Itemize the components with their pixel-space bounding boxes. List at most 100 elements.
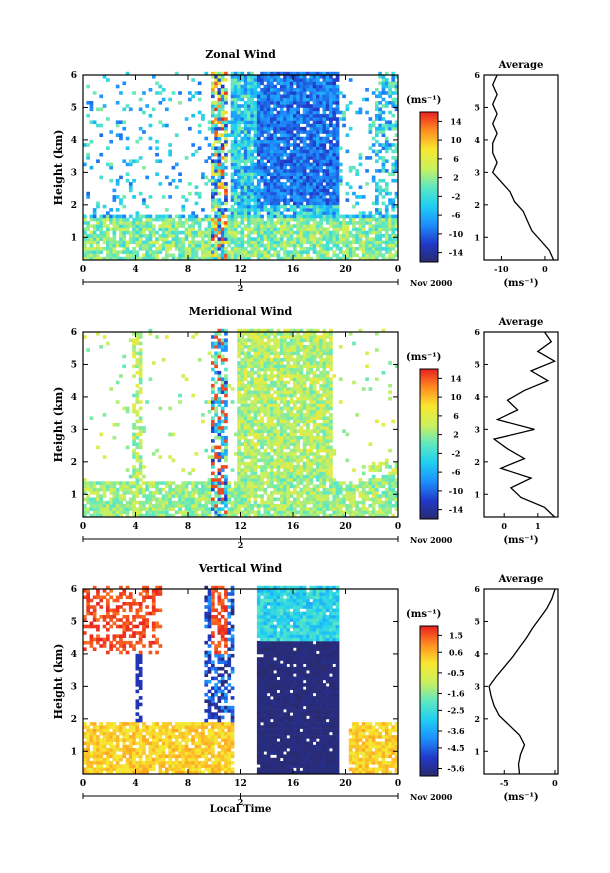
heatmap-cell <box>233 156 238 160</box>
heatmap-cell <box>240 458 245 463</box>
heatmap-cell <box>243 328 248 333</box>
heatmap-cell <box>302 484 307 489</box>
heatmap-cell <box>145 224 149 228</box>
heatmap-cell <box>270 474 274 479</box>
heatmap-cell <box>388 250 392 254</box>
heatmap-cell <box>92 208 97 212</box>
heatmap-cell <box>230 227 235 232</box>
heatmap-cell <box>256 332 261 336</box>
heatmap-cell <box>256 250 261 254</box>
heatmap-cell <box>276 380 281 385</box>
heatmap-cell <box>378 107 382 112</box>
heatmap-cell <box>230 113 235 118</box>
heatmap-cell <box>358 234 363 238</box>
heatmap-cell <box>293 429 297 433</box>
heatmap-cell <box>86 143 90 147</box>
heatmap-cell <box>270 494 274 498</box>
heatmap-cell <box>237 374 241 378</box>
heatmap-cell <box>365 97 369 102</box>
heatmap-cell <box>148 217 153 222</box>
heatmap-cell <box>138 370 143 375</box>
heatmap-cell <box>394 159 399 163</box>
heatmap-cell <box>256 348 261 352</box>
heatmap-cell <box>168 491 172 495</box>
heatmap-cell <box>201 117 205 121</box>
heatmap-cell <box>174 214 179 219</box>
heatmap-cell <box>247 101 251 105</box>
heatmap-cell <box>155 487 159 492</box>
heatmap-cell <box>230 491 235 495</box>
heatmap-cell <box>296 484 300 489</box>
heatmap-cell <box>135 383 140 388</box>
heatmap-cell <box>299 409 304 414</box>
heatmap-cell <box>142 507 146 511</box>
heatmap-cell <box>276 221 281 225</box>
heatmap-cell <box>273 185 277 189</box>
heatmap-cell <box>306 481 310 485</box>
heatmap-cell <box>270 84 274 89</box>
heatmap-cell <box>332 149 337 154</box>
heatmap-cell <box>135 237 140 241</box>
heatmap-cell <box>312 133 317 137</box>
heatmap-cell <box>260 432 264 437</box>
heatmap-cell <box>237 191 241 196</box>
heatmap-cell <box>240 195 245 199</box>
heatmap-cell <box>250 75 254 79</box>
heatmap-cell <box>338 214 343 219</box>
heatmap-cell <box>135 484 140 489</box>
heatmap-cell <box>253 364 258 369</box>
heatmap-cell <box>227 208 232 212</box>
heatmap-cell <box>394 107 399 112</box>
heatmap-cell <box>240 120 245 124</box>
heatmap-cell <box>188 91 192 95</box>
heatmap-cell <box>128 234 133 238</box>
heatmap-cell <box>260 416 264 420</box>
heatmap-cell <box>256 149 261 154</box>
heatmap-cell <box>243 416 248 420</box>
heatmap-cell <box>247 491 251 495</box>
heatmap-cell <box>283 358 287 362</box>
heatmap-cell <box>256 513 261 518</box>
colorbar-tick-label: -2 <box>452 191 461 201</box>
heatmap-cell <box>207 227 212 232</box>
heatmap-cell <box>240 484 245 489</box>
heatmap-cell <box>306 120 310 124</box>
heatmap-cell <box>279 152 284 157</box>
heatmap-cell <box>247 406 251 411</box>
heatmap-cell <box>197 256 202 261</box>
heatmap-cell <box>322 139 327 144</box>
heatmap-cell <box>224 348 228 352</box>
heatmap-cell <box>158 507 163 511</box>
heatmap-cell <box>279 455 284 459</box>
heatmap-cell <box>224 497 228 502</box>
heatmap-cell <box>302 413 307 417</box>
heatmap-cell <box>145 510 149 515</box>
heatmap-cell <box>211 253 215 258</box>
heatmap-cell <box>220 409 225 414</box>
heatmap-cell <box>293 491 297 495</box>
heatmap-cell <box>247 426 251 430</box>
heatmap-cell <box>260 159 264 163</box>
heatmap-cell <box>247 250 251 254</box>
heatmap-cell <box>240 348 245 352</box>
heatmap-cell <box>197 81 202 86</box>
heatmap-cell <box>299 172 304 176</box>
heatmap-cell <box>283 364 287 369</box>
heatmap-cell <box>197 240 202 245</box>
heatmap-cell <box>266 94 271 99</box>
heatmap-cell <box>263 123 268 128</box>
heatmap-cell <box>243 403 248 407</box>
heatmap-cell <box>338 162 343 167</box>
heatmap-cell <box>171 256 176 261</box>
heatmap-cell <box>283 253 287 258</box>
heatmap-cell <box>355 237 359 241</box>
heatmap-cell <box>286 88 291 92</box>
heatmap-cell <box>361 221 366 225</box>
heatmap-cell <box>161 497 166 502</box>
heatmap-cell <box>296 461 300 466</box>
heatmap-cell <box>352 191 356 196</box>
heatmap-cell <box>243 75 248 79</box>
heatmap-cell <box>283 328 287 333</box>
heatmap-cell <box>217 478 222 482</box>
heatmap-cell <box>270 214 274 219</box>
